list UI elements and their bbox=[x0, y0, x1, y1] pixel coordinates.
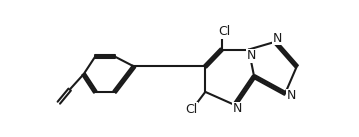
Text: N: N bbox=[286, 89, 296, 102]
Text: Cl: Cl bbox=[185, 103, 197, 116]
Text: Cl: Cl bbox=[218, 25, 230, 38]
Text: N: N bbox=[246, 49, 256, 62]
Text: N: N bbox=[273, 32, 282, 45]
Text: N: N bbox=[232, 102, 242, 115]
